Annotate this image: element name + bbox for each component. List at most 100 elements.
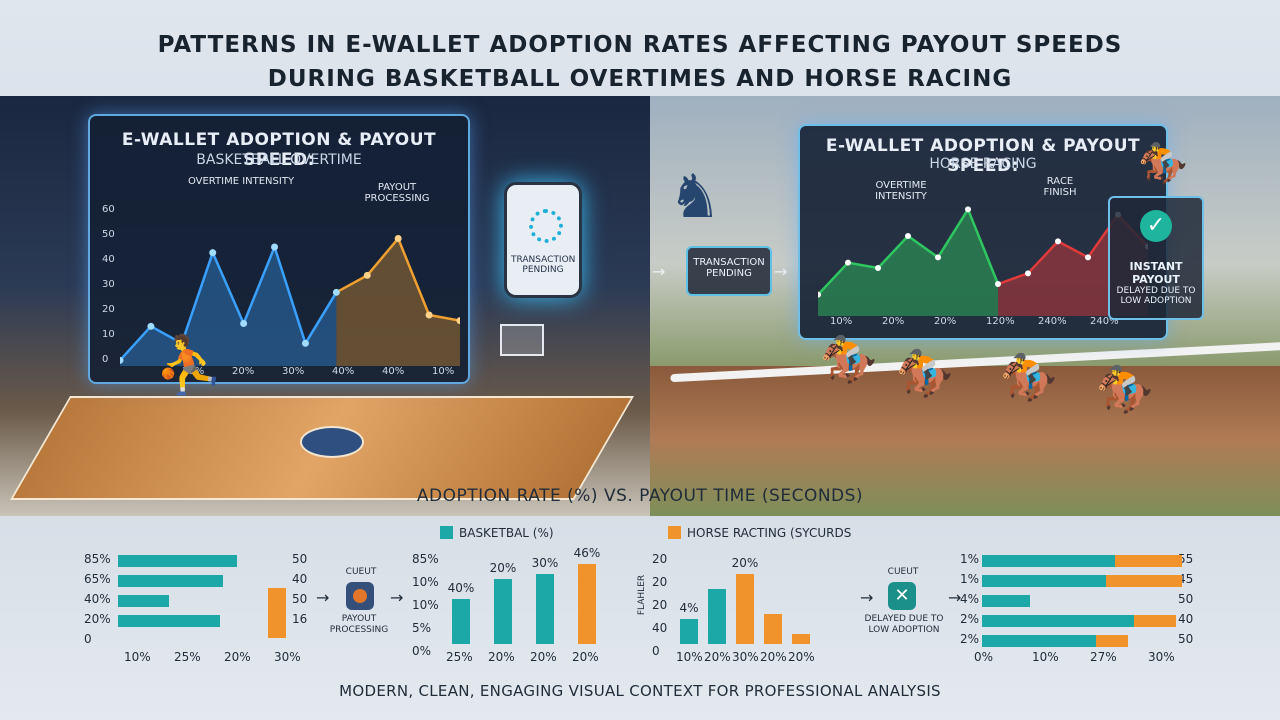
data-point bbox=[1085, 254, 1091, 261]
x-tick: 20% bbox=[934, 316, 957, 327]
basketball-line-chart bbox=[120, 235, 460, 366]
right-label: 50 bbox=[292, 552, 308, 566]
mini-right-bottom: DELAYED DUE TO LOW ADOPTION bbox=[864, 614, 944, 635]
bar bbox=[764, 614, 782, 644]
label-overtime-intensity: OVERTIME INTENSITY bbox=[187, 176, 295, 187]
x-tick: 10% bbox=[432, 366, 455, 377]
x-tick: 10% bbox=[830, 316, 853, 327]
court-center-circle bbox=[300, 426, 364, 458]
x-label: 10% bbox=[676, 650, 703, 664]
series-line-blue bbox=[120, 243, 338, 362]
bar-orange bbox=[1096, 635, 1129, 647]
flow-arrow-2: → bbox=[390, 588, 404, 607]
bar bbox=[736, 574, 754, 644]
x-tick: 20% bbox=[232, 366, 255, 377]
x-tick: 30% bbox=[282, 366, 305, 377]
bar-teal bbox=[982, 615, 1134, 627]
bar-orange bbox=[1105, 575, 1182, 587]
y-axis-title: FLAHLER bbox=[637, 574, 648, 616]
right-label: 40 bbox=[292, 572, 308, 586]
row-label: 40% bbox=[84, 592, 111, 606]
bar-teal bbox=[982, 555, 1115, 567]
bar-data-label: 20% bbox=[731, 556, 759, 570]
transaction-pending-label: TRANSACTION PENDING bbox=[693, 257, 765, 279]
right-label: 16 bbox=[292, 612, 308, 626]
label-overtime-intensity-horse: OVERTIME INTENSITY bbox=[875, 180, 927, 202]
legend-horse-label: HORSE RACTING (SYCURDS bbox=[687, 526, 852, 540]
bar-data-label: 40% bbox=[447, 581, 475, 595]
data-point bbox=[363, 271, 371, 279]
row-label: 65% bbox=[84, 572, 111, 586]
legend-horse-racing: HORSE RACTING (SYCURDS bbox=[668, 526, 851, 540]
x-label: 10% bbox=[1032, 650, 1059, 664]
row-label: 20% bbox=[84, 612, 111, 626]
arrow-right-icon: → bbox=[652, 262, 666, 281]
bar bbox=[118, 615, 220, 627]
basketball-player-icon: ⛹ bbox=[154, 333, 224, 398]
title-line-1: PATTERNS IN E-WALLET ADOPTION RATES AFFE… bbox=[157, 32, 1123, 58]
data-point bbox=[995, 281, 1001, 287]
data-point bbox=[845, 259, 851, 266]
row-label: 2% bbox=[960, 612, 980, 626]
area-fill bbox=[120, 247, 337, 366]
x-label: 20% bbox=[572, 650, 599, 664]
race-track bbox=[650, 366, 1280, 516]
x-label: 20% bbox=[224, 650, 251, 664]
racehorse-icon-2: 🏇 bbox=[896, 346, 954, 400]
horse-panel-subheading: HORSE RACING bbox=[929, 156, 1037, 172]
basketball-panel-subheading: BASKETBALL OVERTIME bbox=[196, 152, 362, 168]
horse-silhouette-icon: ♞ bbox=[668, 162, 722, 232]
y-label: 10% bbox=[412, 575, 439, 589]
cancel-x-icon: ✕ bbox=[888, 582, 916, 610]
bar-teal bbox=[982, 595, 1030, 607]
bar-data-label: 46% bbox=[573, 546, 601, 560]
basketball-hoop-icon bbox=[500, 324, 544, 356]
legend-swatch-teal bbox=[440, 526, 453, 539]
y-tick: 60 bbox=[102, 204, 115, 215]
bar bbox=[452, 599, 470, 644]
data-point bbox=[240, 320, 248, 327]
x-tick: 240% bbox=[1038, 316, 1067, 327]
basketball-panel-heading: E-WALLET ADOPTION & PAYOUT SPEED: bbox=[121, 130, 437, 170]
x-label: 20% bbox=[760, 650, 787, 664]
data-point bbox=[965, 206, 971, 213]
arrow-right-icon-2: → bbox=[774, 262, 788, 281]
y-label: 20 bbox=[652, 575, 668, 589]
x-label: 30% bbox=[274, 650, 301, 664]
data-point bbox=[301, 339, 309, 347]
mini-right-top: CUEUT bbox=[887, 567, 919, 577]
data-point bbox=[209, 249, 217, 257]
bar-orange bbox=[1115, 555, 1182, 567]
y-label: 5% bbox=[412, 621, 432, 635]
x-label: 20% bbox=[704, 650, 731, 664]
transaction-pending-box: TRANSACTION PENDING bbox=[686, 246, 772, 296]
y-tick: 0 bbox=[102, 354, 109, 365]
bar-orange bbox=[268, 588, 286, 638]
instant-payout-box: ✓ INSTANT PAYOUT DELAYED DUE TO LOW ADOP… bbox=[1108, 196, 1204, 320]
area-fill bbox=[818, 209, 998, 316]
x-tick: 20% bbox=[882, 316, 905, 327]
legend-basketball-label: BASKETBAL (%) bbox=[459, 526, 554, 540]
data-point bbox=[178, 339, 186, 347]
data-point bbox=[875, 265, 881, 271]
y-tick: 40 bbox=[102, 254, 115, 265]
checkmark-icon: ✓ bbox=[1140, 210, 1172, 242]
footer-caption: MODERN, CLEAN, ENGAGING VISUAL CONTEXT F… bbox=[339, 682, 941, 700]
data-point bbox=[818, 291, 821, 298]
right-label: 50 bbox=[1178, 592, 1194, 606]
lower-chart-title: ADOPTION RATE (%) VS. PAYOUT TIME (SECON… bbox=[416, 486, 864, 506]
loading-spinner-icon bbox=[529, 209, 563, 243]
basketball-token-icon bbox=[346, 582, 374, 610]
flow-arrow-3: → bbox=[860, 588, 874, 607]
flow-arrow-4: → bbox=[948, 588, 962, 607]
y-label: 85% bbox=[412, 552, 439, 566]
right-label: 55 bbox=[1178, 552, 1194, 566]
bar-data-label: 30% bbox=[531, 556, 559, 570]
horse-chart-panel: E-WALLET ADOPTION & PAYOUT SPEED: HORSE … bbox=[798, 124, 1168, 340]
x-label: 30% bbox=[732, 650, 759, 664]
data-point bbox=[456, 317, 460, 325]
data-point bbox=[935, 254, 941, 261]
x-label: 25% bbox=[446, 650, 473, 664]
data-point bbox=[147, 322, 155, 330]
row-label: 4% bbox=[960, 592, 980, 606]
